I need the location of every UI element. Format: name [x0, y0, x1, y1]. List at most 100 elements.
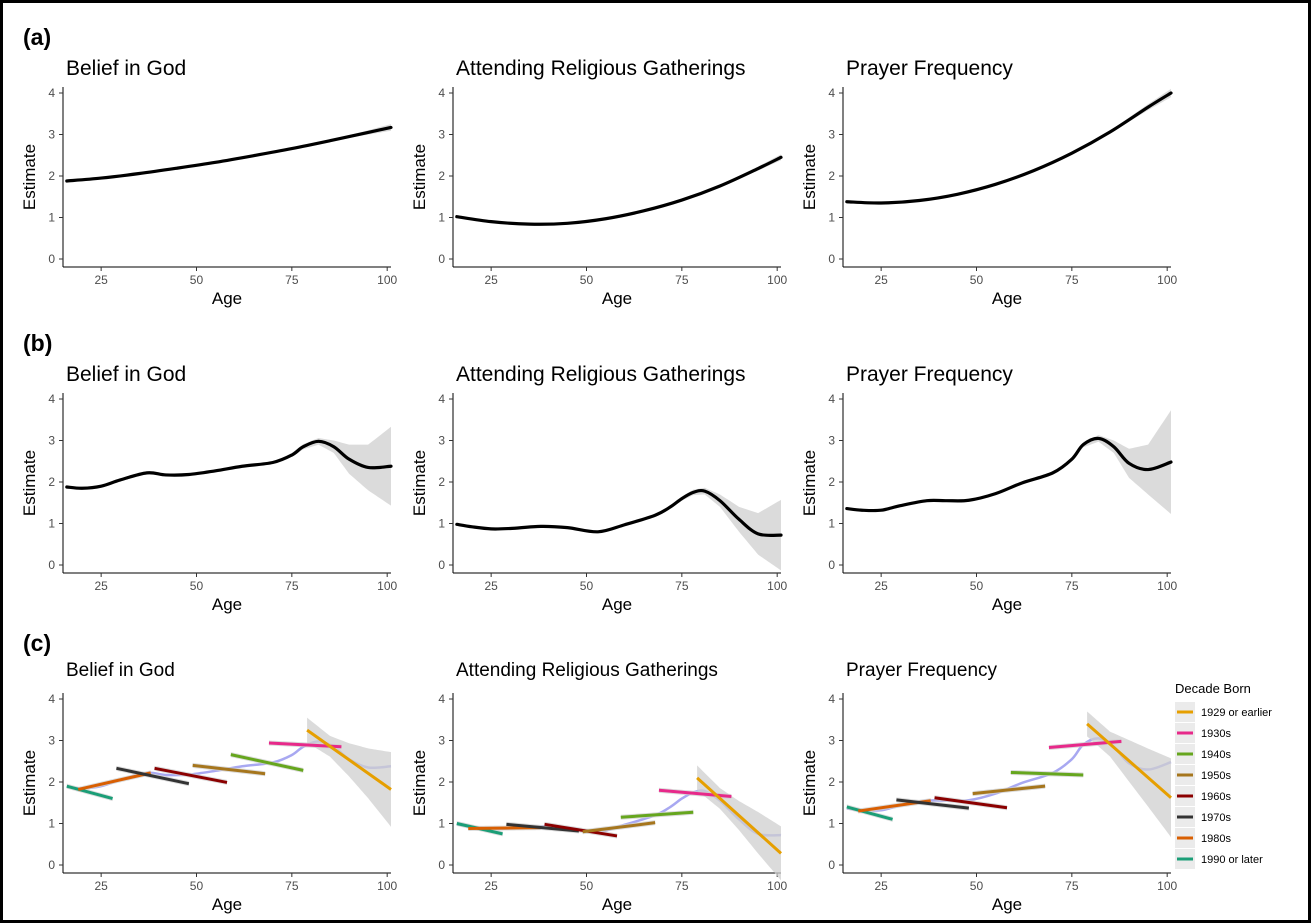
confidence-band: [1071, 410, 1171, 514]
y-axis-label: Estimate: [410, 450, 429, 516]
x-tick-label: 50: [190, 879, 204, 893]
x-tick-label: 50: [580, 579, 594, 593]
panel-c3: Prayer Frequency 0 1 2 3 4 25 50 75 100 Age Estimat…: [800, 660, 1178, 914]
x-tick-label: 50: [580, 273, 594, 287]
x-tick-label: 100: [377, 579, 397, 593]
panel-a2: Attending Religious Gatherings 0 1 2 3 4 25 50 7…: [410, 57, 788, 308]
x-tick-label: 75: [675, 273, 689, 287]
legend-label: 1960s: [1201, 791, 1231, 803]
y-axis-label: Estimate: [800, 750, 819, 816]
y-tick-label: 3: [438, 734, 445, 748]
panel-title: Prayer Frequency: [846, 660, 998, 681]
x-tick-label: 25: [484, 579, 498, 593]
cohort-line: [230, 753, 304, 772]
cohort-line: [192, 763, 266, 776]
cohort-line: [1010, 770, 1084, 777]
y-tick-label: 2: [438, 475, 445, 489]
y-tick-label: 4: [48, 86, 55, 100]
panel-a1: Belief in God 0 1 2 3 4 25 50 75 100 Age Estimate: [20, 57, 398, 308]
x-tick-label: 75: [1065, 879, 1079, 893]
y-tick-label: 3: [828, 734, 835, 748]
panel-b1: Belief in God 0 1 2 3 4 25 50 75 100 Age Estimate: [20, 363, 398, 614]
y-tick-label: 4: [828, 692, 835, 706]
y-tick-label: 1: [48, 817, 55, 831]
x-tick-label: 100: [377, 273, 397, 287]
y-axis-label: Estimate: [410, 750, 429, 816]
y-tick-label: 1: [828, 211, 835, 225]
confidence-band: [681, 487, 781, 571]
x-tick-label: 75: [1065, 273, 1079, 287]
panel-title: Attending Religious Gatherings: [456, 363, 746, 386]
x-tick-label: 100: [767, 273, 787, 287]
x-tick-label: 100: [1157, 579, 1177, 593]
cohort-band: [697, 765, 781, 881]
y-tick-label: 4: [48, 692, 55, 706]
cohort-line: [77, 771, 152, 791]
panel-label-2: (b): [23, 330, 52, 356]
y-tick-label: 3: [48, 128, 55, 142]
y-tick-label: 2: [48, 475, 55, 489]
x-axis-label: Age: [992, 289, 1022, 308]
y-tick-label: 4: [438, 692, 445, 706]
x-tick-label: 50: [970, 579, 984, 593]
x-tick-label: 50: [970, 879, 984, 893]
y-tick-label: 4: [828, 392, 835, 406]
y-tick-label: 1: [48, 211, 55, 225]
y-tick-label: 3: [48, 734, 55, 748]
panel-title: Belief in God: [66, 660, 175, 681]
x-tick-label: 75: [675, 579, 689, 593]
series-line: [455, 155, 783, 226]
cohort-line: [544, 822, 618, 838]
panel-a3: Prayer Frequency 0 1 2 3 4 25 50 75 100 Age Estimat…: [800, 57, 1178, 308]
panel-b3: Prayer Frequency 0 1 2 3 4 25 50 75 100 Age Estimat…: [800, 363, 1178, 614]
x-tick-label: 25: [94, 579, 108, 593]
y-axis-label: Estimate: [20, 450, 39, 516]
x-tick-label: 50: [970, 273, 984, 287]
panel-b2: Attending Religious Gatherings 0 1 2 3 4 25 50 7…: [410, 363, 788, 614]
cohort-line: [896, 798, 970, 810]
x-tick-label: 25: [874, 273, 888, 287]
x-tick-label: 25: [874, 879, 888, 893]
y-tick-label: 2: [828, 775, 835, 789]
y-tick-label: 0: [438, 252, 445, 266]
y-tick-label: 4: [48, 392, 55, 406]
y-tick-label: 3: [438, 128, 445, 142]
x-tick-label: 100: [767, 579, 787, 593]
y-tick-label: 1: [48, 517, 55, 531]
cohort-line: [66, 784, 113, 801]
x-tick-label: 50: [580, 879, 594, 893]
y-tick-label: 0: [438, 558, 445, 572]
confidence-band: [291, 426, 391, 506]
y-tick-label: 0: [828, 252, 835, 266]
cohort-band: [307, 717, 391, 827]
cohort-line: [620, 810, 694, 819]
x-tick-label: 100: [1157, 879, 1177, 893]
y-tick-label: 3: [828, 128, 835, 142]
cohort-line: [846, 805, 893, 821]
panel-c1: Belief in God 0 1 2 3 4 25 50 75 100 Age Estimate: [20, 660, 398, 914]
panel-title: Prayer Frequency: [846, 363, 1013, 386]
x-tick-label: 75: [285, 579, 299, 593]
y-tick-label: 1: [828, 817, 835, 831]
y-tick-label: 0: [48, 252, 55, 266]
x-tick-label: 75: [285, 879, 299, 893]
cohort-line: [154, 766, 228, 784]
cohort-line: [306, 728, 392, 791]
cohort-line: [658, 788, 732, 799]
x-tick-label: 100: [767, 879, 787, 893]
x-tick-label: 25: [484, 879, 498, 893]
y-axis-label: Estimate: [410, 144, 429, 210]
panel-title: Attending Religious Gatherings: [456, 660, 718, 681]
x-tick-label: 25: [94, 273, 108, 287]
cohort-band: [1087, 711, 1171, 838]
x-tick-label: 50: [190, 273, 204, 287]
y-tick-label: 0: [48, 558, 55, 572]
cohort-line: [934, 796, 1008, 810]
legend-label: 1940s: [1201, 749, 1231, 761]
y-tick-label: 1: [438, 817, 445, 831]
y-tick-label: 2: [828, 169, 835, 183]
cohort-line: [582, 821, 656, 834]
y-tick-label: 2: [48, 169, 55, 183]
panel-label-3: (c): [23, 630, 51, 656]
